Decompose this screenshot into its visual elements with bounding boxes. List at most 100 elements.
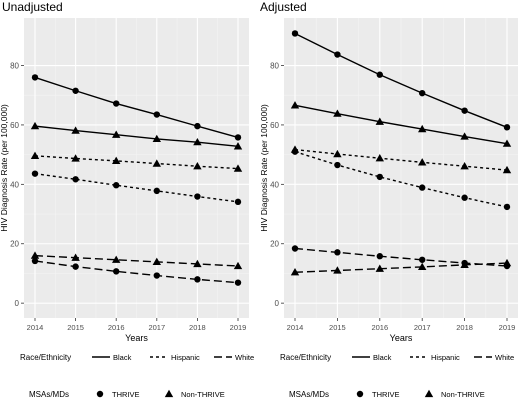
data-point	[233, 142, 243, 150]
x-tick-label: 2017	[148, 323, 165, 332]
series-hispanic-non-thrive	[30, 151, 243, 172]
data-point	[291, 245, 299, 252]
data-point	[113, 182, 120, 189]
series-black-thrive	[291, 30, 511, 131]
series-black-thrive	[31, 74, 242, 141]
data-point	[376, 173, 383, 181]
data-point	[503, 203, 511, 211]
data-point	[291, 148, 299, 155]
x-axis-label: Years	[390, 333, 413, 343]
x-tick-label: 2015	[67, 323, 84, 332]
data-point	[375, 153, 384, 162]
series-line	[34, 260, 239, 284]
series-line	[294, 150, 508, 208]
y-tick-label: 0	[275, 299, 280, 308]
x-axis-label: Years	[125, 333, 148, 343]
data-point	[233, 164, 243, 172]
data-point	[503, 124, 511, 131]
data-point	[112, 255, 121, 263]
data-point	[153, 272, 160, 279]
y-tick-label: 40	[270, 180, 279, 189]
legend-label: Hispanic	[431, 353, 460, 362]
legend-label: Non-THRIVE	[181, 390, 225, 399]
data-point	[376, 253, 383, 260]
data-point	[375, 117, 384, 125]
series-black-non-thrive	[290, 101, 512, 147]
y-tick-label: 80	[270, 62, 279, 71]
series-line	[34, 76, 239, 139]
y-axis-label: HIV Diagnosis Rate (per 100,000)	[259, 104, 269, 232]
data-point	[460, 132, 469, 140]
data-point	[112, 130, 121, 138]
legend-key-marker	[96, 390, 104, 398]
data-point	[334, 249, 341, 256]
series-line	[34, 125, 239, 148]
legend-label: White	[235, 353, 254, 362]
panel-title: Adjusted	[260, 0, 307, 14]
x-tick-label: 2018	[456, 323, 473, 332]
x-tick-label: 2019	[499, 323, 516, 332]
data-point	[418, 262, 427, 271]
legend-title: Race/Ethnicity	[20, 353, 71, 362]
data-point	[333, 266, 342, 274]
series-white-non-thrive	[290, 258, 512, 276]
legend-label: THRIVE	[372, 390, 400, 399]
data-point	[152, 159, 161, 167]
y-tick-label: 0	[15, 299, 20, 308]
legend-msas-mds: MSAs/MDs THRIVE Non-THRIVE	[289, 389, 485, 399]
data-point	[30, 121, 40, 130]
data-point	[153, 187, 160, 195]
data-point	[193, 137, 202, 146]
data-point	[290, 268, 300, 276]
data-point	[112, 156, 121, 165]
legend-race-ethnicity: Race/Ethnicity Black Hispanic White	[280, 353, 514, 362]
data-point	[461, 194, 468, 201]
x-tick-label: 2015	[329, 323, 346, 332]
data-point	[31, 257, 39, 265]
data-point	[153, 111, 160, 118]
data-point	[502, 258, 512, 267]
data-point	[460, 162, 469, 170]
data-point	[193, 259, 202, 268]
panel-unadjusted: Unadjusted 0 20 40 60 80 2014 2015 2016 2017 2018 2…	[0, 0, 254, 399]
legend-title: MSAs/MDs	[289, 390, 329, 399]
data-point	[152, 134, 161, 143]
data-point	[194, 122, 201, 130]
series-hispanic-thrive	[291, 148, 511, 211]
data-point	[290, 101, 300, 109]
legend-label: Black	[373, 353, 392, 362]
panel-adjusted: Adjusted 0 20 40 60 80 2014 2015 2016 2017 2018 201…	[259, 0, 518, 399]
x-tick-label: 2016	[371, 323, 388, 332]
data-point	[72, 87, 79, 94]
legend-title: MSAs/MDs	[29, 390, 69, 399]
data-point	[152, 257, 161, 266]
data-point	[461, 107, 468, 114]
series-line	[294, 104, 508, 145]
data-point	[193, 162, 202, 170]
x-tick-label: 2019	[230, 323, 247, 332]
data-point	[333, 109, 342, 117]
data-point	[502, 139, 512, 147]
data-point	[234, 279, 242, 286]
data-point	[71, 154, 80, 162]
data-point	[234, 198, 242, 206]
legend-label: Non-THRIVE	[441, 390, 485, 399]
legend-title: Race/Ethnicity	[280, 353, 331, 362]
y-tick-label: 40	[10, 180, 19, 189]
data-point	[71, 253, 80, 261]
data-point	[291, 30, 299, 37]
data-point	[419, 256, 426, 263]
data-point	[375, 264, 384, 272]
series-white-thrive	[31, 257, 242, 286]
x-tick-label: 2014	[27, 323, 44, 332]
data-point	[31, 170, 39, 177]
data-point	[460, 260, 469, 268]
series-black-non-thrive	[30, 121, 243, 150]
y-tick-label: 60	[10, 121, 19, 130]
legend-key-marker	[164, 389, 174, 398]
data-point	[419, 89, 426, 97]
y-tick-label: 20	[270, 240, 279, 249]
legend-key-marker	[356, 390, 364, 398]
legend-key-marker	[424, 389, 434, 398]
legend-label: Hispanic	[171, 353, 200, 362]
